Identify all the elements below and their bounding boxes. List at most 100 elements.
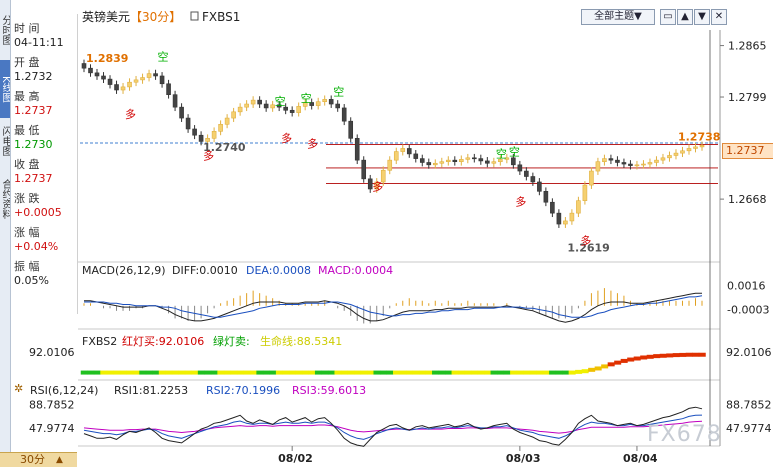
candle-body [302,102,308,107]
rsi3-label: RSI3:59.6013 [292,384,366,397]
fxbs2-segment [497,370,505,375]
timeframe-selector[interactable]: 30分 ▲ [0,452,77,467]
tab-kline[interactable]: K线图 [0,60,10,118]
candle-body [296,106,301,113]
candle-body [309,102,314,106]
buy-signal: 多 [580,233,591,247]
fxbs2-segment [249,370,257,375]
candle-body [589,170,594,186]
candle-body [673,152,679,156]
fxbs2-segment [80,370,88,375]
fxbs2-segment [692,352,700,357]
fxbs2-green-label: 绿灯卖: [213,334,250,348]
fxbs2-segment [549,370,557,375]
sell-signal: 空 [496,146,507,160]
candle-body [179,106,184,119]
sell-signal: 空 [275,94,286,108]
candle-body [660,157,666,161]
candle-body [361,159,367,180]
quote-info-panel: 时 间 04-11:11 开 盘 1.2732 最 高 1.2737 最 低 1.2730 收 … [11,14,78,314]
fxbs2-segment [139,370,147,375]
main-annotations: 1.28391.27401.27381.2619空多空空空多多 多空 空多多多 [86,50,720,255]
macd-tick-label: 0.0016 [727,280,766,293]
time-axis: 08/02 08/03 08/04 [278,446,658,465]
tab-contract-info[interactable]: 合约资料 [0,179,10,219]
fxbs2-segment [204,370,212,375]
candle-body [621,162,627,165]
fxbs2-segment [406,370,414,375]
candles [81,59,705,228]
candle-body [485,160,490,164]
candle-body [693,146,698,149]
arrow-down-icon[interactable]: ▼ [694,9,710,25]
fxbs2-segment [262,370,270,375]
candle-body [445,159,451,163]
arrow-up-icon[interactable]: ▲ [677,9,693,25]
candle-body [120,86,126,91]
info-label: 涨 跌 [14,192,40,205]
fxbs2-segment [477,370,485,375]
info-value: 1.2730 [14,138,53,151]
candle-body [328,99,334,105]
restore-icon[interactable]: ▭ [660,9,676,25]
fxbs2-segment [282,370,290,375]
fxbs2-segment [314,370,322,375]
fxbs2-segment [412,370,420,375]
candle-body [595,161,601,172]
macd-legend: MACD(26,12,9) DIFF:0.0010 DEA:0.0008 MAC… [82,264,393,277]
fxbs2-segment [321,370,329,375]
fxbs2-segment [87,370,95,375]
tab-tick[interactable]: 闪电图 [0,126,10,156]
last-price-tag: 1.2737 [722,143,773,159]
fxbs2-segment [327,370,335,375]
time-tick-label: 08/02 [278,452,313,465]
candle-body [602,158,607,163]
candle-body [647,162,653,165]
gear-icon[interactable]: ✲ [14,382,23,395]
candle-body [556,212,562,225]
sell-signal: 空 [333,85,344,99]
fxbs2-segment [529,370,537,375]
info-value: 1.2737 [14,172,53,185]
fxbs2-segment [119,370,127,375]
info-label: 最 高 [14,90,40,103]
fxbs2-segment [464,370,472,375]
overlay-name: FXBS1 [202,10,240,24]
period-tag: 【30分】 [130,10,181,24]
fxbs2-segment [113,370,121,375]
fxbs2-segment [458,370,466,375]
candle-body [452,159,458,163]
fxbs2-segment [523,370,531,375]
fxbs2-line-label: 生命线:88.5341 [260,334,342,348]
fxbs2-segment [171,370,179,375]
theme-select[interactable]: 全部主题▼ [581,9,655,25]
fxbs2-segment [627,357,635,362]
rsi-legend: ✲ RSI(6,12,24) RSI1:81.2253 RSI2:70.1996… [14,382,366,397]
overlay-checkbox-icon[interactable] [190,11,199,21]
candle-body [686,148,692,152]
rsi-plot: 88.7852 88.7852 47.9774 47.9774 [29,398,772,447]
buy-signal: 多 [515,194,526,208]
macd-dea-line [84,295,703,318]
fxbs2-segment [366,370,374,375]
candle-body [348,120,354,139]
candle-body [289,109,295,113]
candle-body [88,67,93,74]
time-tick-label: 08/04 [623,452,658,465]
candle-body [211,131,217,139]
info-value: 0.05% [14,274,49,287]
candle-body [127,81,132,88]
candle-body [524,170,529,177]
candle-body [231,111,236,119]
candle-body [439,161,445,164]
tab-timeline[interactable]: 分时图 [0,15,10,45]
candle-body [94,72,100,77]
price-tick-label: 1.2865 [728,40,767,53]
watermark: FX678 [647,422,722,447]
fxbs2-segment [197,370,205,375]
fxbs2-segment [106,370,114,375]
close-icon[interactable]: ✕ [711,9,727,25]
candle-body [504,157,510,160]
fxbs2-segment [191,370,199,375]
